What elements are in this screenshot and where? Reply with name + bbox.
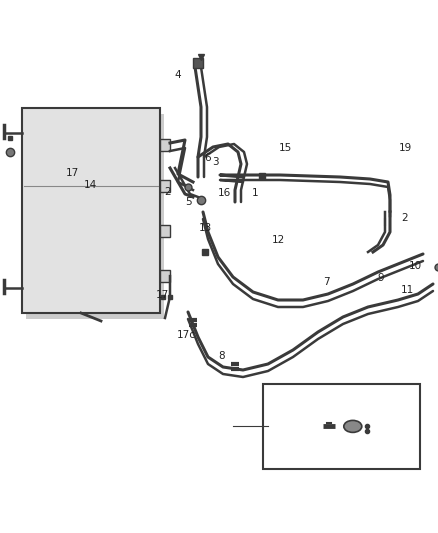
Bar <box>26 114 164 319</box>
Text: 17: 17 <box>65 168 79 178</box>
Text: 3: 3 <box>212 157 218 167</box>
Text: 16: 16 <box>217 188 231 198</box>
Text: 14: 14 <box>83 180 97 190</box>
Text: 2: 2 <box>165 187 171 197</box>
Text: 9: 9 <box>378 273 384 283</box>
Text: 12: 12 <box>272 235 285 245</box>
Text: 17c: 17c <box>177 330 195 340</box>
Bar <box>160 270 170 282</box>
Text: 13: 13 <box>198 223 212 233</box>
Bar <box>160 180 170 192</box>
Ellipse shape <box>344 421 362 432</box>
Text: 15: 15 <box>279 143 292 153</box>
Text: 5: 5 <box>186 197 192 207</box>
Text: 11: 11 <box>400 285 413 295</box>
Text: 10: 10 <box>409 261 421 271</box>
Text: 1: 1 <box>252 188 258 198</box>
Text: 4: 4 <box>175 70 181 80</box>
Bar <box>160 225 170 237</box>
Text: 7: 7 <box>323 277 329 287</box>
Text: 17: 17 <box>155 290 169 300</box>
Bar <box>22 108 160 313</box>
Bar <box>263 384 420 469</box>
Text: 8: 8 <box>219 351 225 361</box>
Text: 6: 6 <box>205 153 211 163</box>
Bar <box>160 139 170 151</box>
Text: 19: 19 <box>399 143 412 153</box>
Text: 2: 2 <box>402 213 408 223</box>
